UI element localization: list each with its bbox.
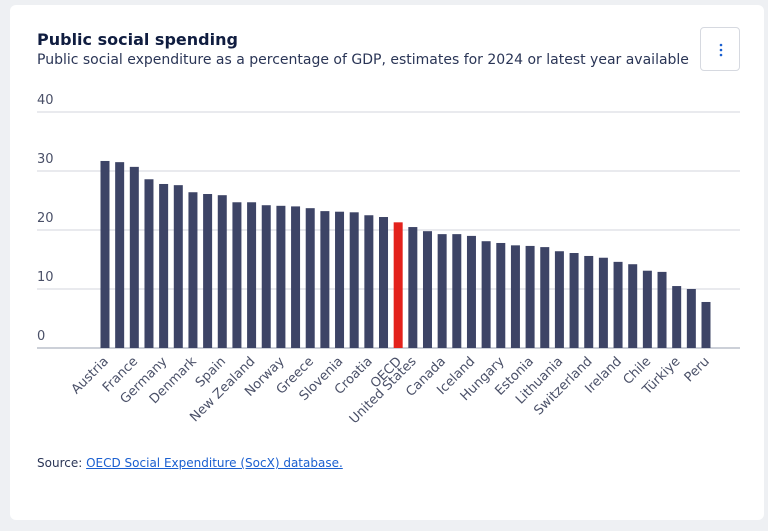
bar (173, 185, 183, 348)
bar (188, 192, 198, 348)
bar (437, 234, 447, 348)
bar (203, 194, 213, 348)
bar (466, 235, 476, 348)
bar (569, 253, 579, 348)
bar (144, 179, 154, 348)
y-tick-label: 0 (37, 329, 45, 344)
x-tick-label: Peru (682, 354, 713, 385)
bar (525, 245, 535, 348)
bar (554, 251, 564, 348)
bar (115, 162, 125, 348)
bar (305, 208, 315, 348)
bar (642, 270, 652, 348)
chart-subtitle: Public social expenditure as a percentag… (37, 52, 689, 68)
bar (232, 202, 242, 348)
y-tick-label: 40 (37, 93, 54, 108)
bar (276, 205, 286, 348)
y-tick-label: 30 (37, 152, 54, 167)
bar (408, 227, 418, 348)
bar (364, 215, 374, 348)
y-tick-label: 10 (37, 270, 54, 285)
bar (129, 166, 139, 348)
menu-button[interactable] (700, 27, 740, 71)
menu-icon (719, 43, 723, 57)
source-prefix: Source: (37, 456, 83, 470)
bar (247, 202, 257, 348)
bar (422, 231, 432, 348)
bar (613, 261, 623, 348)
bar (159, 183, 169, 348)
source: Source: OECD Social Expenditure (SocX) d… (37, 456, 343, 470)
bar (510, 245, 520, 348)
bar (335, 211, 345, 348)
bar (686, 289, 696, 348)
bar (701, 301, 711, 348)
bar (628, 264, 638, 348)
y-tick-label: 20 (37, 211, 54, 226)
bar (452, 234, 462, 348)
bar (349, 212, 359, 348)
bar (481, 241, 491, 348)
bar (291, 206, 301, 348)
chart-title: Public social spending (37, 30, 238, 49)
bar (217, 195, 227, 348)
bar (672, 286, 682, 348)
bar (379, 217, 389, 348)
bar (540, 247, 550, 348)
bar (320, 211, 330, 348)
bar (100, 160, 110, 348)
bar (598, 257, 608, 348)
bar (584, 255, 594, 348)
bar (261, 205, 271, 348)
source-link[interactable]: OECD Social Expenditure (SocX) database. (86, 456, 343, 470)
bar (393, 222, 403, 348)
bar (496, 242, 506, 348)
bar (657, 271, 667, 348)
